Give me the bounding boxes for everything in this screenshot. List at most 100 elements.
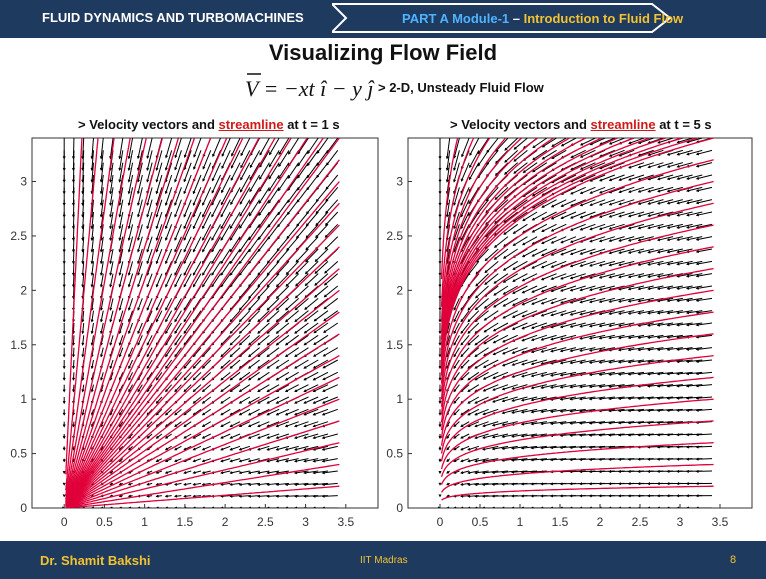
vector-arrowhead [321,400,326,404]
vector-arrowhead [239,261,242,265]
vector-arrowhead [579,288,583,292]
vector-arrowhead [275,436,279,439]
vector-arrowhead [305,247,309,251]
vector-arrowhead [666,262,670,266]
vector-arrowhead [99,202,103,207]
vector-arrowhead [266,284,270,288]
vector-arrowhead [676,469,680,473]
velocity-vector [257,334,270,346]
vector-arrowhead [303,318,308,322]
vector-arrowhead [287,175,291,179]
velocity-vector [550,359,567,365]
vector-arrowhead [277,212,281,216]
velocity-vector [560,248,577,256]
velocity-vector [531,347,548,353]
vector-arrowhead [275,365,279,369]
vector-arrowhead [579,349,583,352]
vector-arrowhead [520,410,525,414]
vector-arrowhead [685,311,690,315]
vector-arrowhead [569,312,573,316]
velocity-vector [468,445,480,451]
vector-arrowhead [460,354,464,358]
velocity-vector [193,347,202,357]
vector-arrowhead [62,237,66,241]
vector-arrowhead [90,249,94,253]
velocity-vector [128,138,134,159]
velocity-vector [667,310,683,314]
vector-arrowhead [62,365,66,370]
vector-arrowhead [530,446,534,450]
velocity-vector [580,334,596,340]
velocity-vector [453,384,460,392]
velocity-vector [72,273,75,287]
velocity-vector [541,322,557,329]
vector-arrowhead [627,421,631,425]
velocity-vector [560,297,577,304]
vector-arrowhead [238,459,242,463]
vector-arrowhead [540,325,544,329]
velocity-vector [230,187,241,205]
vector-arrowhead [453,202,457,206]
velocity-vector [512,396,528,402]
velocity-vector [109,138,114,159]
vector-arrowhead [608,214,612,218]
velocity-vector [599,371,615,376]
vector-arrowhead [628,165,632,169]
velocity-vector [446,322,451,334]
vector-arrowhead [560,204,564,207]
vector-arrowhead [321,506,325,508]
velocity-vector [91,273,94,287]
velocity-vector [687,138,703,143]
vector-arrowhead [647,311,651,315]
vector-arrowhead [656,469,660,473]
vector-arrowhead [247,377,252,381]
velocity-vector [156,408,163,416]
velocity-vector [230,162,241,181]
velocity-vector [657,384,674,387]
velocity-vector [165,433,172,439]
vector-arrowhead [306,211,309,215]
vector-arrowhead [324,234,328,238]
vector-arrowhead [695,286,699,290]
velocity-vector [532,174,548,185]
vector-arrowhead [666,445,670,449]
vector-arrowhead [285,307,289,311]
velocity-vector [259,150,270,168]
vector-arrowhead [608,202,612,206]
velocity-vector [258,187,270,204]
vector-arrowhead [247,459,252,463]
velocity-vector [677,433,693,436]
velocity-vector [532,149,548,160]
vector-arrowhead [483,329,487,333]
vector-arrowhead [109,272,113,276]
velocity-vector [239,298,251,311]
velocity-vector [686,433,703,436]
velocity-vector [492,445,509,450]
velocity-vector [460,335,470,346]
vector-arrowhead [656,494,660,498]
velocity-vector [239,359,251,369]
velocity-vector [184,495,192,497]
x-tick-label: 0 [437,515,444,529]
vector-arrowhead [266,319,270,323]
vector-arrowhead [685,433,690,437]
velocity-vector [146,359,153,369]
velocity-vector [657,408,674,412]
velocity-vector [628,186,645,193]
velocity-vector [484,273,499,285]
velocity-vector [590,138,606,146]
velocity-vector [677,223,693,229]
velocity-vector [638,285,654,290]
velocity-vector [221,174,231,193]
velocity-vector [609,310,625,315]
velocity-vector [648,149,664,156]
vector-arrowhead [541,205,545,208]
plot-title-right: > Velocity vectors and streamline at t =… [450,117,712,132]
vector-arrowhead [438,400,442,405]
vector-arrowhead [617,372,622,376]
vector-arrowhead [127,191,131,195]
vector-arrowhead [259,176,262,180]
velocity-vector [137,224,143,241]
vector-arrowhead [511,458,515,462]
velocity-vector [313,408,329,416]
